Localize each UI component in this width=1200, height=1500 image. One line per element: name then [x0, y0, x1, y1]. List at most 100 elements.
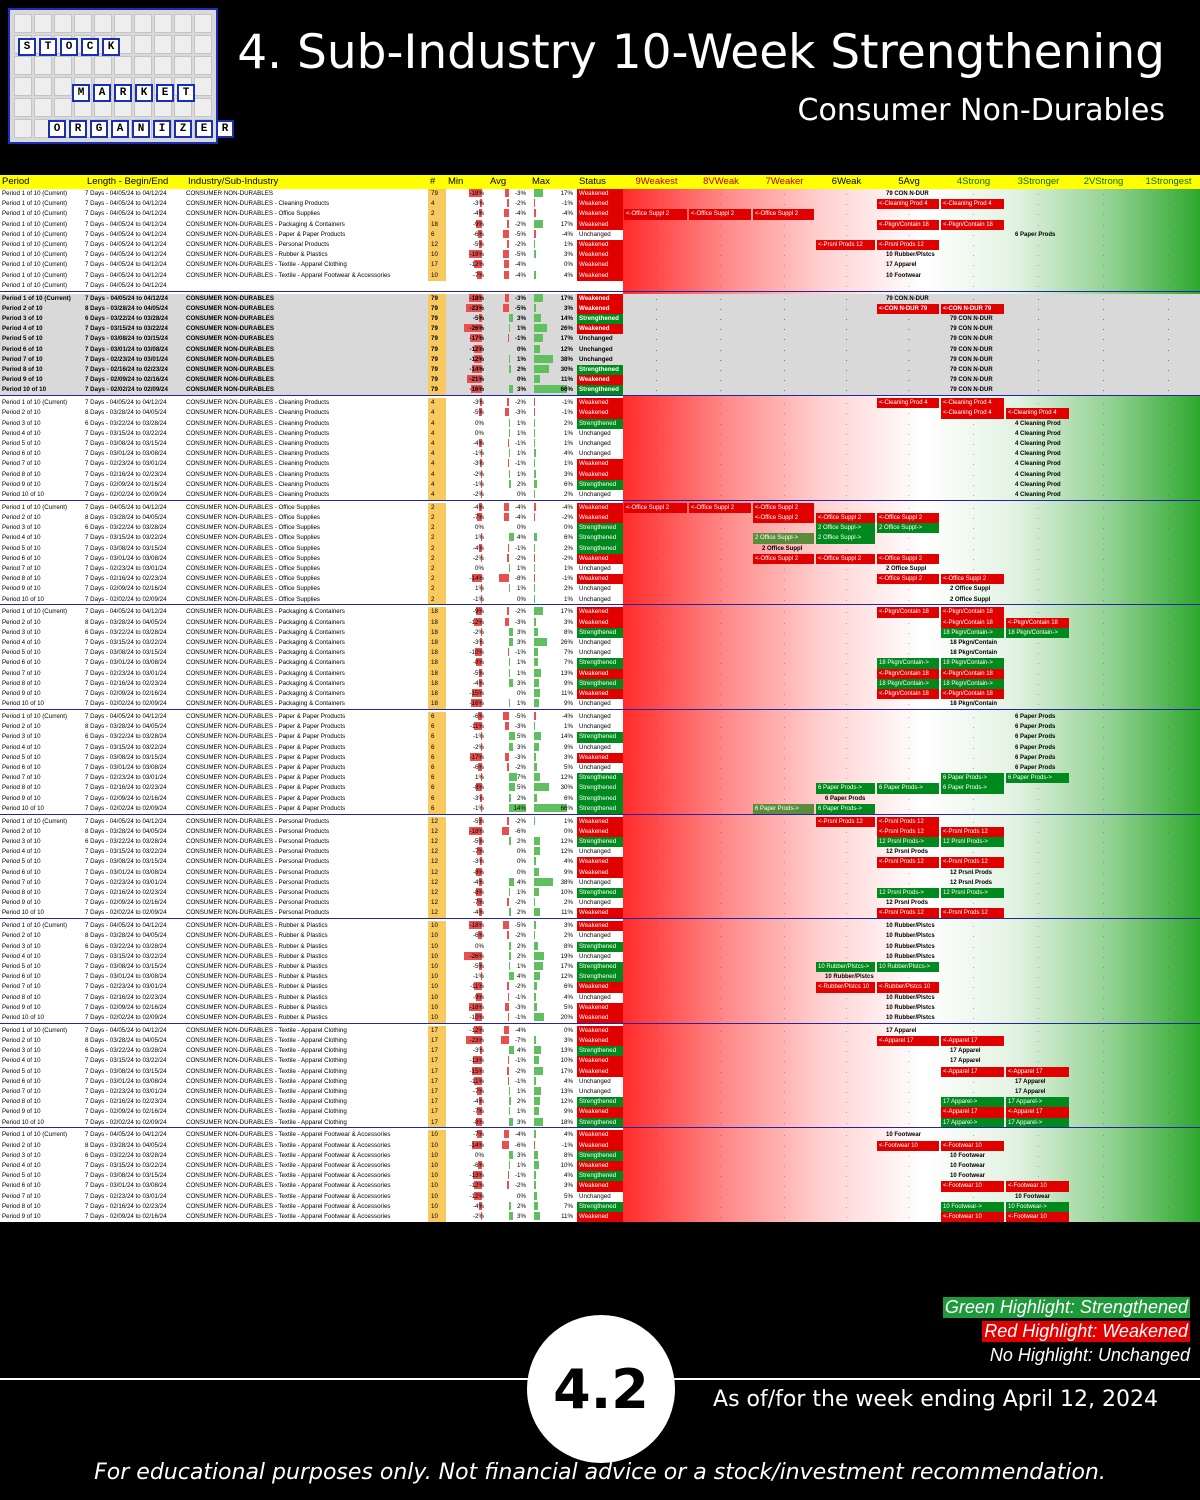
period-cell: Period 7 of 10 — [2, 774, 41, 782]
table-header: Period Length - Begin/End Industry/Sub-Ind… — [0, 175, 1200, 189]
industry-cell: CONSUMER NON-DURABLES — [186, 335, 274, 343]
column-header: 9Weakest — [623, 175, 688, 189]
table-row: Period 1 of 10 (Current) 7 Days - 04/05/2… — [0, 199, 1200, 210]
empty-cell-dot: . — [655, 586, 658, 593]
empty-cell-dot: . — [783, 734, 786, 741]
avg-bar — [503, 303, 509, 312]
min-cell: -18% — [469, 190, 484, 197]
industry-cell: CONSUMER NON-DURABLES - Textile - Appare… — [186, 1213, 391, 1220]
length-cell: 7 Days - 04/05/24 to 04/12/24 — [85, 230, 167, 238]
empty-cell-dot: . — [1102, 410, 1105, 417]
status-cell: Unchanged — [579, 1088, 611, 1095]
max-cell: 5% — [564, 1192, 573, 1200]
status-cell: Weakened — [577, 617, 623, 628]
avg-cell: -2% — [514, 1067, 526, 1075]
bucket-tag: <-Pkgn/Contain 18 — [877, 219, 939, 230]
count-cell: 6 — [428, 712, 446, 723]
status-cell: Unchanged — [579, 743, 611, 751]
avg-cell: 3% — [517, 386, 526, 394]
avg-cell: -1% — [514, 1077, 526, 1085]
empty-cell-dot: . — [655, 221, 658, 228]
max-bar — [534, 1087, 541, 1095]
min-bar — [479, 398, 482, 407]
empty-cell-dot: . — [1102, 356, 1105, 363]
bucket-tag: <-Prsnl Prods 12 — [877, 908, 939, 919]
empty-cell-dot: . — [1102, 201, 1105, 208]
empty-cell-dot: . — [1037, 535, 1040, 542]
min-bar — [477, 763, 482, 771]
max-cell: 2% — [564, 899, 573, 907]
avg-cell: -4% — [514, 514, 526, 521]
max-bar — [534, 752, 536, 761]
count-cell: 4 — [428, 199, 446, 210]
bucket-tag: 79 CON N-DUR — [950, 356, 993, 363]
bucket-tag: <-Footwear 10 — [1006, 1212, 1069, 1222]
min-bar — [470, 385, 482, 394]
period-cell: Period 3 of 10 — [2, 315, 43, 322]
max-cell: 1% — [564, 565, 573, 572]
avg-cell: -3% — [514, 294, 526, 302]
empty-cell-dot: . — [655, 795, 658, 802]
avg-cell: 0% — [517, 690, 526, 697]
status-cell: Unchanged — [579, 899, 611, 907]
bucket-tag: 17 Apparel-> — [941, 1097, 1004, 1108]
min-cell: -5% — [472, 409, 484, 417]
max-cell: 30% — [560, 784, 573, 792]
empty-cell-dot: . — [845, 650, 848, 657]
empty-cell-dot: . — [1037, 336, 1040, 343]
avg-bar — [509, 1212, 513, 1220]
empty-cell-dot: . — [655, 680, 658, 687]
bucket-tag: <-Pkgn/Contain 18 — [941, 607, 1004, 618]
logo-letter: O — [60, 38, 78, 56]
empty-cell-dot: . — [1102, 492, 1105, 498]
empty-cell-dot: . — [1167, 1099, 1170, 1106]
empty-cell-dot: . — [845, 933, 848, 940]
industry-cell: CONSUMER NON-DURABLES - Paper & Paper Pr… — [186, 230, 346, 238]
period-cell: Period 4 of 10 — [2, 848, 41, 856]
table-row: Period 6 of 10 7 Days - 03/01/24 to 03/08… — [0, 1076, 1200, 1087]
empty-cell-dot: . — [783, 420, 786, 427]
min-bar — [479, 678, 482, 687]
empty-cell-dot: . — [1102, 211, 1105, 218]
industry-cell: CONSUMER NON-DURABLES - Textile - Appare… — [186, 1118, 347, 1126]
max-bar — [534, 479, 537, 488]
empty-cell-dot: . — [845, 744, 848, 751]
empty-cell-dot: . — [720, 670, 722, 677]
avg-cell: 3% — [517, 1151, 526, 1159]
avg-cell: 3% — [517, 1213, 526, 1220]
empty-cell-dot: . — [720, 272, 722, 279]
max-bar — [534, 992, 536, 1001]
table-row: Period 2 of 10 8 Days - 03/28/24 to 04/05… — [0, 1140, 1200, 1151]
empty-cell-dot: . — [1167, 400, 1170, 407]
empty-cell-dot: . — [845, 609, 848, 616]
empty-cell-dot: . — [908, 765, 910, 771]
empty-cell-dot: . — [908, 441, 910, 447]
empty-cell-dot: . — [1167, 839, 1170, 845]
empty-cell-dot: . — [1167, 1089, 1170, 1095]
empty-cell-dot: . — [783, 754, 786, 761]
table-row: Period 1 of 10 (Current) 7 Days - 04/05/2… — [0, 1130, 1200, 1141]
empty-cell-dot: . — [1167, 586, 1170, 593]
empty-cell-dot: . — [845, 619, 848, 626]
length-cell: 7 Days - 02/02/24 to 02/09/24 — [85, 909, 167, 917]
empty-cell-dot: . — [908, 974, 910, 981]
avg-bar — [509, 533, 514, 542]
min-cell: -2% — [472, 1213, 484, 1220]
bucket-tag: 6 Paper Prods-> — [1006, 773, 1069, 784]
empty-cell-dot: . — [1167, 451, 1170, 458]
industry-cell: CONSUMER NON-DURABLES - Personal Product… — [186, 241, 330, 248]
min-cell: -3% — [472, 460, 484, 468]
empty-cell-dot: . — [972, 346, 975, 353]
empty-cell-dot: . — [1102, 504, 1105, 511]
min-cell: -12% — [469, 618, 484, 626]
empty-cell-dot: . — [720, 1048, 722, 1055]
industry-cell: CONSUMER NON-DURABLES - Cleaning Product… — [186, 491, 330, 498]
min-bar — [477, 1107, 482, 1116]
min-cell: -23% — [469, 1037, 484, 1044]
max-cell: 38% — [560, 878, 573, 886]
avg-bar — [509, 877, 514, 886]
length-cell: 7 Days - 04/05/24 to 04/12/24 — [85, 271, 167, 279]
empty-cell-dot: . — [655, 910, 658, 917]
status-cell: Weakened — [577, 1056, 623, 1067]
table-row: Period 6 of 10 7 Days - 03/01/24 to 03/08… — [0, 867, 1200, 878]
